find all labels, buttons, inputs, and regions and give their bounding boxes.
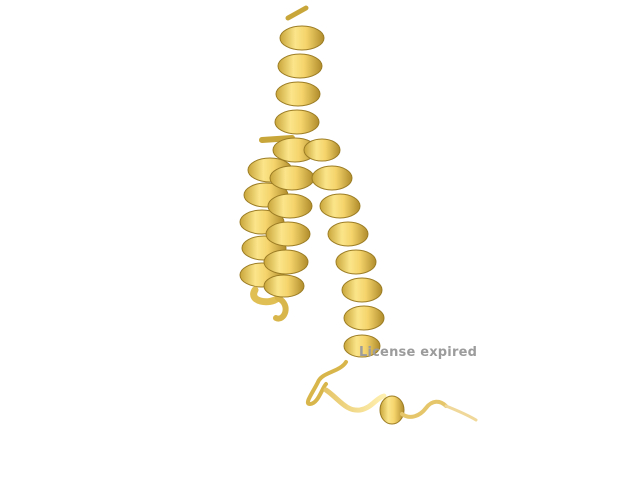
license-watermark: License expired xyxy=(359,345,478,360)
helix-right xyxy=(303,138,385,358)
c-terminal-tail xyxy=(305,360,478,425)
helix-center xyxy=(263,5,325,298)
